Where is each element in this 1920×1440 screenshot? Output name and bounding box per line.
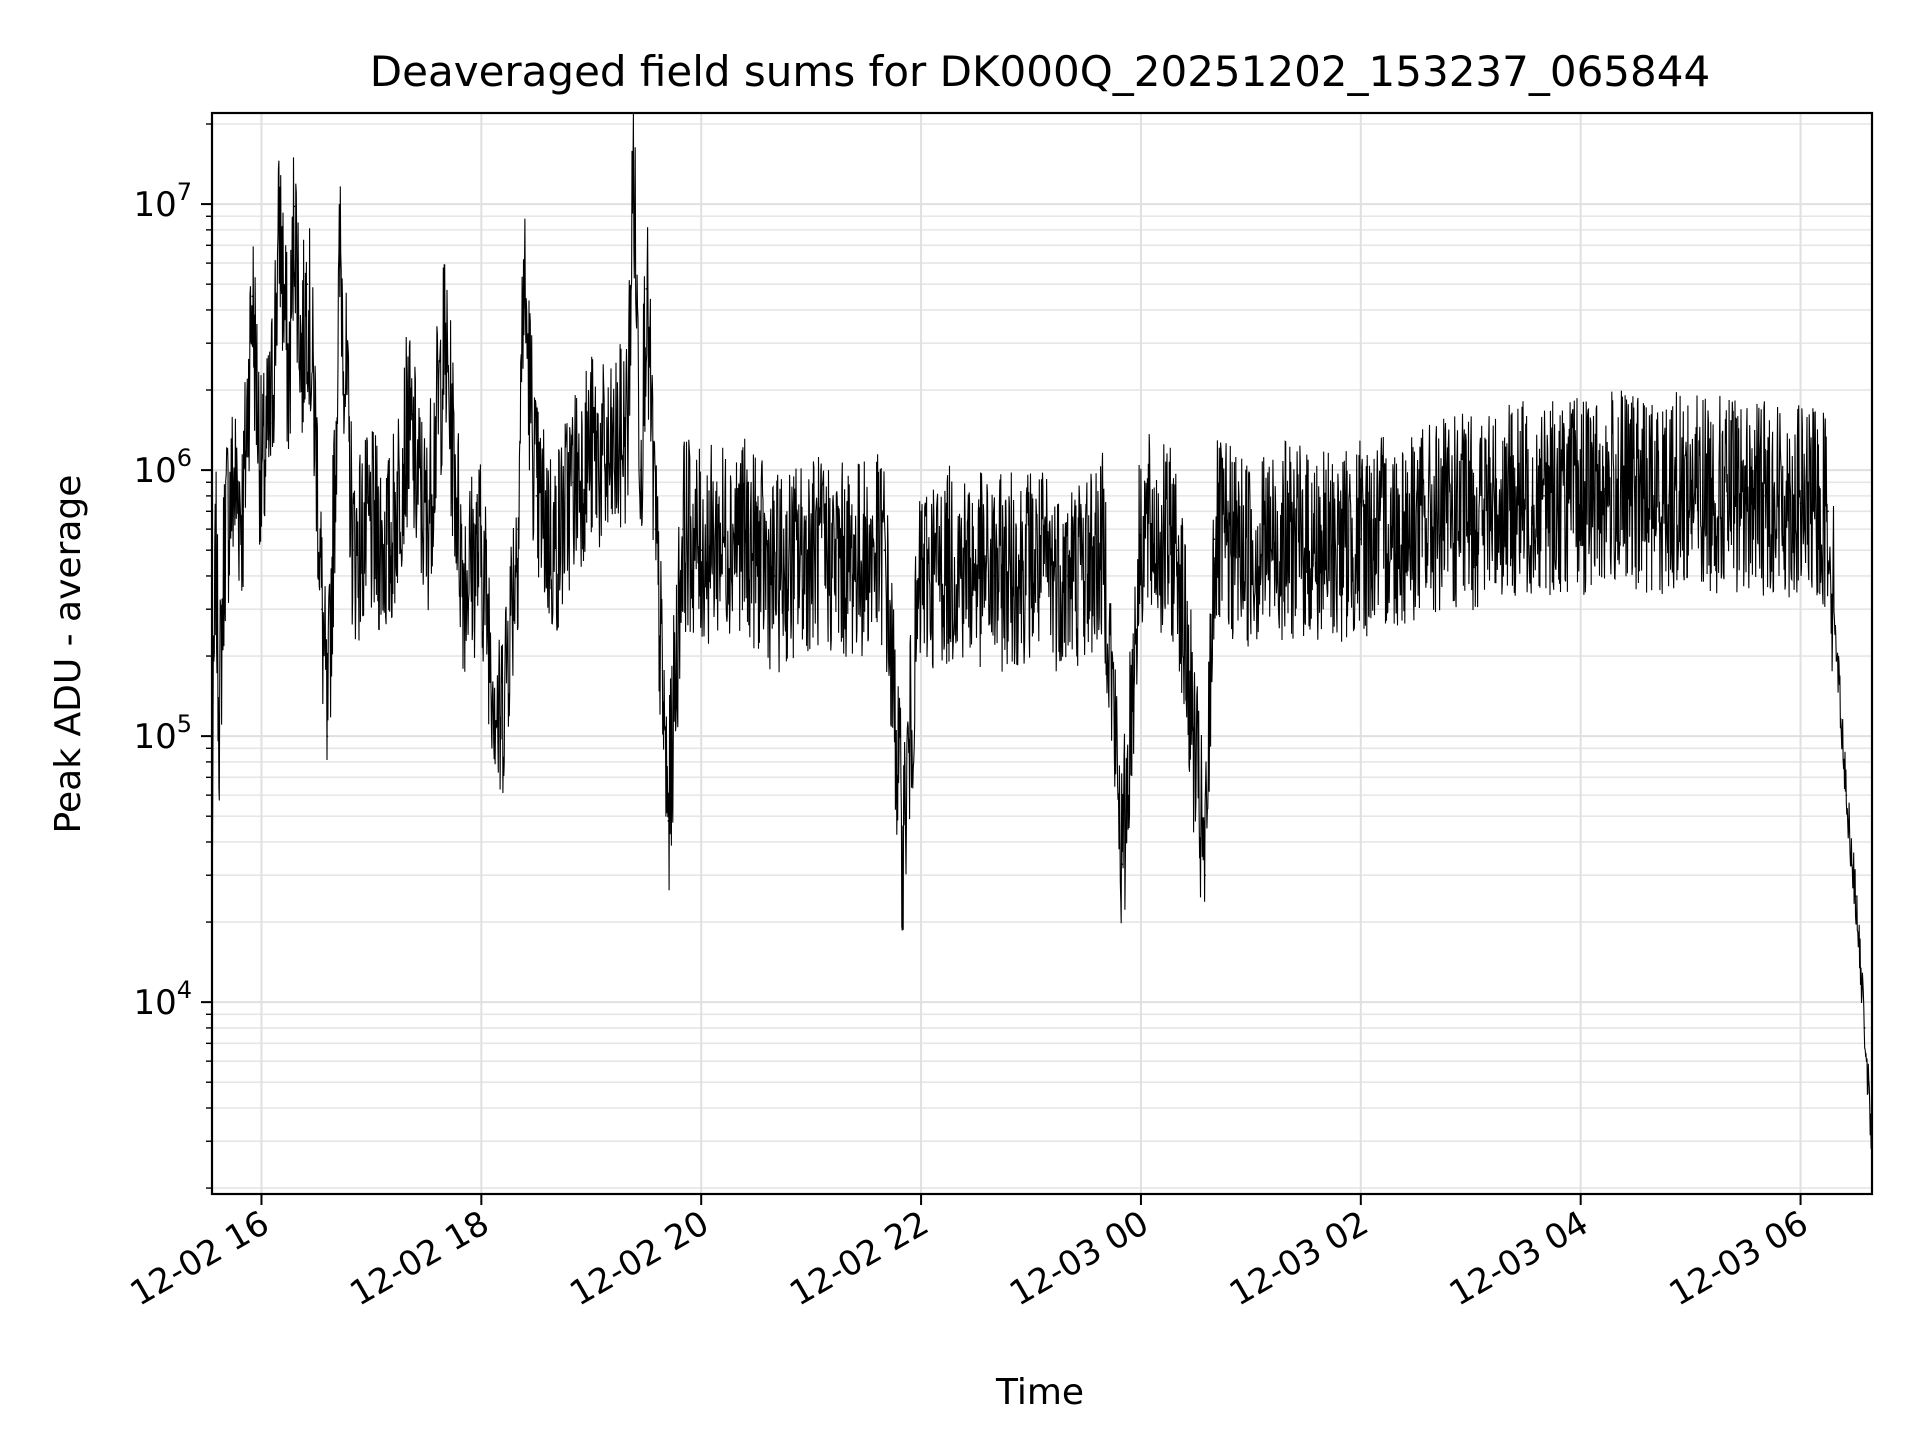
data-point (1854, 895, 1857, 898)
data-point (608, 469, 611, 471)
data-point (667, 820, 670, 822)
data-point (654, 528, 657, 530)
data-point (535, 495, 538, 497)
plot-frame (210, 111, 1874, 1196)
data-point (632, 160, 635, 162)
chart-title: Deaveraged field sums for DK000Q_2025120… (370, 47, 1710, 96)
data-point (462, 575, 464, 577)
data-point (1763, 495, 1765, 497)
data-point (218, 714, 221, 716)
data-point (293, 205, 296, 208)
y-tick-label: 107 (133, 178, 192, 225)
data-point (1863, 1027, 1866, 1029)
data-point (233, 481, 235, 484)
data-point (480, 549, 483, 551)
data-point (1250, 549, 1252, 551)
data-point (1286, 538, 1289, 540)
y-axis-label: Peak ADU - average (48, 475, 89, 834)
data-point (737, 528, 739, 530)
data-point (370, 528, 373, 530)
data-point (645, 288, 648, 290)
data-point (682, 528, 684, 530)
data-point (1103, 549, 1106, 551)
data-point (321, 608, 323, 610)
data-point (572, 481, 574, 484)
data-point (1543, 495, 1545, 497)
data-point (1726, 495, 1729, 497)
data-point (1213, 538, 1216, 540)
data-point (522, 276, 525, 279)
data-point (920, 575, 922, 577)
data-point (1121, 863, 1124, 866)
data-point (306, 283, 309, 285)
data-point (639, 469, 642, 471)
data-point (242, 510, 244, 513)
y-tick-label: 104 (133, 976, 192, 1023)
data-point (388, 549, 391, 551)
data-point (773, 575, 776, 577)
data-point (1506, 502, 1509, 505)
data-point (883, 549, 886, 551)
data-point (1469, 510, 1472, 513)
data-point (1689, 488, 1692, 490)
data-point (627, 422, 629, 425)
data-point (260, 481, 263, 484)
data-point (443, 342, 446, 344)
data-point (590, 448, 593, 450)
x-axis-label: Time (995, 1372, 1084, 1413)
data-point (1396, 528, 1399, 530)
data-point (993, 575, 996, 577)
data-point (251, 295, 254, 298)
data-point (1616, 488, 1619, 490)
data-point (278, 222, 281, 224)
y-tick-label: 106 (133, 444, 192, 491)
data-point (315, 448, 318, 450)
data-point (1653, 495, 1655, 497)
data-point (326, 735, 329, 737)
data-point (1204, 874, 1206, 877)
data-point (425, 528, 428, 530)
data-point (300, 363, 303, 366)
data-point (1579, 495, 1582, 497)
data-point (517, 528, 519, 530)
data-point (810, 549, 812, 551)
data-point (498, 735, 501, 737)
data-point (224, 528, 226, 530)
data-point (1360, 538, 1362, 540)
data-point (214, 549, 217, 551)
plot-area (212, 113, 1872, 1151)
data-point (1030, 561, 1032, 564)
data-point (1176, 549, 1179, 551)
data-point (1845, 794, 1848, 796)
data-point (339, 249, 342, 252)
series-line (212, 113, 1872, 1149)
data-point (700, 549, 703, 551)
data-point (1140, 528, 1142, 530)
y-axis: 104 105 106 107 (133, 123, 212, 1189)
data-point (269, 422, 272, 425)
data-point (1799, 502, 1802, 505)
data-point (407, 422, 409, 425)
data-point (1066, 575, 1069, 577)
data-point (1433, 519, 1435, 521)
data-point (553, 549, 556, 551)
data-point (1836, 655, 1838, 657)
data-point (901, 841, 904, 843)
data-point (333, 481, 336, 484)
data-point (1827, 510, 1829, 513)
data-point (288, 389, 290, 391)
y-tick-label: 105 (133, 710, 192, 757)
data-point (352, 549, 354, 551)
data-point (956, 561, 959, 564)
data-point (1323, 549, 1325, 551)
data-point (846, 561, 849, 564)
